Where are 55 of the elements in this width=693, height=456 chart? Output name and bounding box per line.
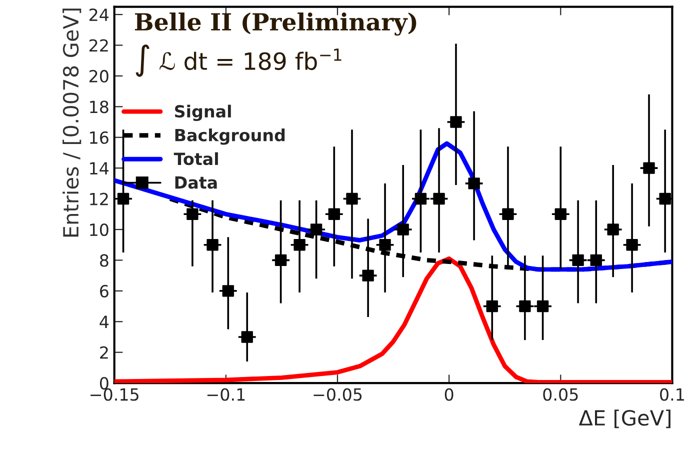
y-tick-label: 2 — [100, 346, 108, 359]
point — [241, 331, 253, 343]
point — [117, 192, 130, 205]
point — [222, 285, 234, 297]
point — [554, 208, 566, 220]
point — [643, 162, 655, 174]
point — [206, 239, 218, 251]
x-tick-label: 0 — [444, 388, 454, 401]
point — [626, 239, 638, 251]
x-tick-label: −0.15 — [90, 388, 138, 401]
y-tick-label: 22 — [89, 39, 108, 52]
point — [607, 224, 619, 236]
x-tick-label: 0.05 — [543, 388, 578, 401]
point — [450, 116, 462, 128]
y-tick-label: 4 — [100, 316, 109, 328]
y-tick-label: 6 — [100, 284, 108, 298]
annotation: Belle II (Preliminary) — [134, 12, 416, 36]
y-tick-label: 24 — [89, 8, 109, 21]
point — [397, 224, 409, 236]
x-axis-title: ΔE [GeV] — [578, 410, 670, 428]
legend-label: Data — [175, 176, 217, 189]
point — [486, 300, 498, 312]
legend-label: Background — [175, 128, 285, 145]
point — [414, 192, 427, 205]
y-tick-label: 18 — [90, 100, 108, 114]
point — [346, 192, 358, 205]
x-tick-label: 0.1 — [660, 388, 684, 401]
y-tick-label: 20 — [89, 70, 108, 83]
point — [310, 224, 322, 236]
point — [659, 192, 671, 205]
point — [433, 192, 445, 205]
x-tick-label: −0.1 — [207, 388, 245, 401]
y-tick-label: 14 — [90, 162, 109, 174]
y-tick-label: 8 — [100, 254, 108, 267]
y-axis-title: Entries / [0.0078 GeV] — [62, 8, 82, 237]
point — [186, 208, 198, 220]
annotation: ∫ ℒ dt = 189 fb$^{−1}$ — [136, 44, 342, 77]
legend-label: Signal — [174, 104, 231, 122]
point — [379, 239, 391, 251]
point — [328, 208, 340, 220]
point — [590, 254, 602, 266]
point — [274, 254, 287, 266]
y-tick-label: 16 — [90, 131, 108, 144]
point — [572, 254, 584, 266]
y-tick-label: 10 — [90, 223, 108, 236]
legend-label: Total — [174, 152, 218, 166]
point — [502, 208, 514, 220]
x-tick-label: −0.05 — [314, 388, 362, 401]
y-tick-label: 0 — [100, 377, 108, 390]
y-tick-label: 12 — [90, 192, 108, 206]
point — [294, 239, 306, 251]
point — [362, 270, 374, 282]
point — [536, 300, 549, 312]
point — [519, 300, 531, 312]
point — [468, 178, 480, 190]
